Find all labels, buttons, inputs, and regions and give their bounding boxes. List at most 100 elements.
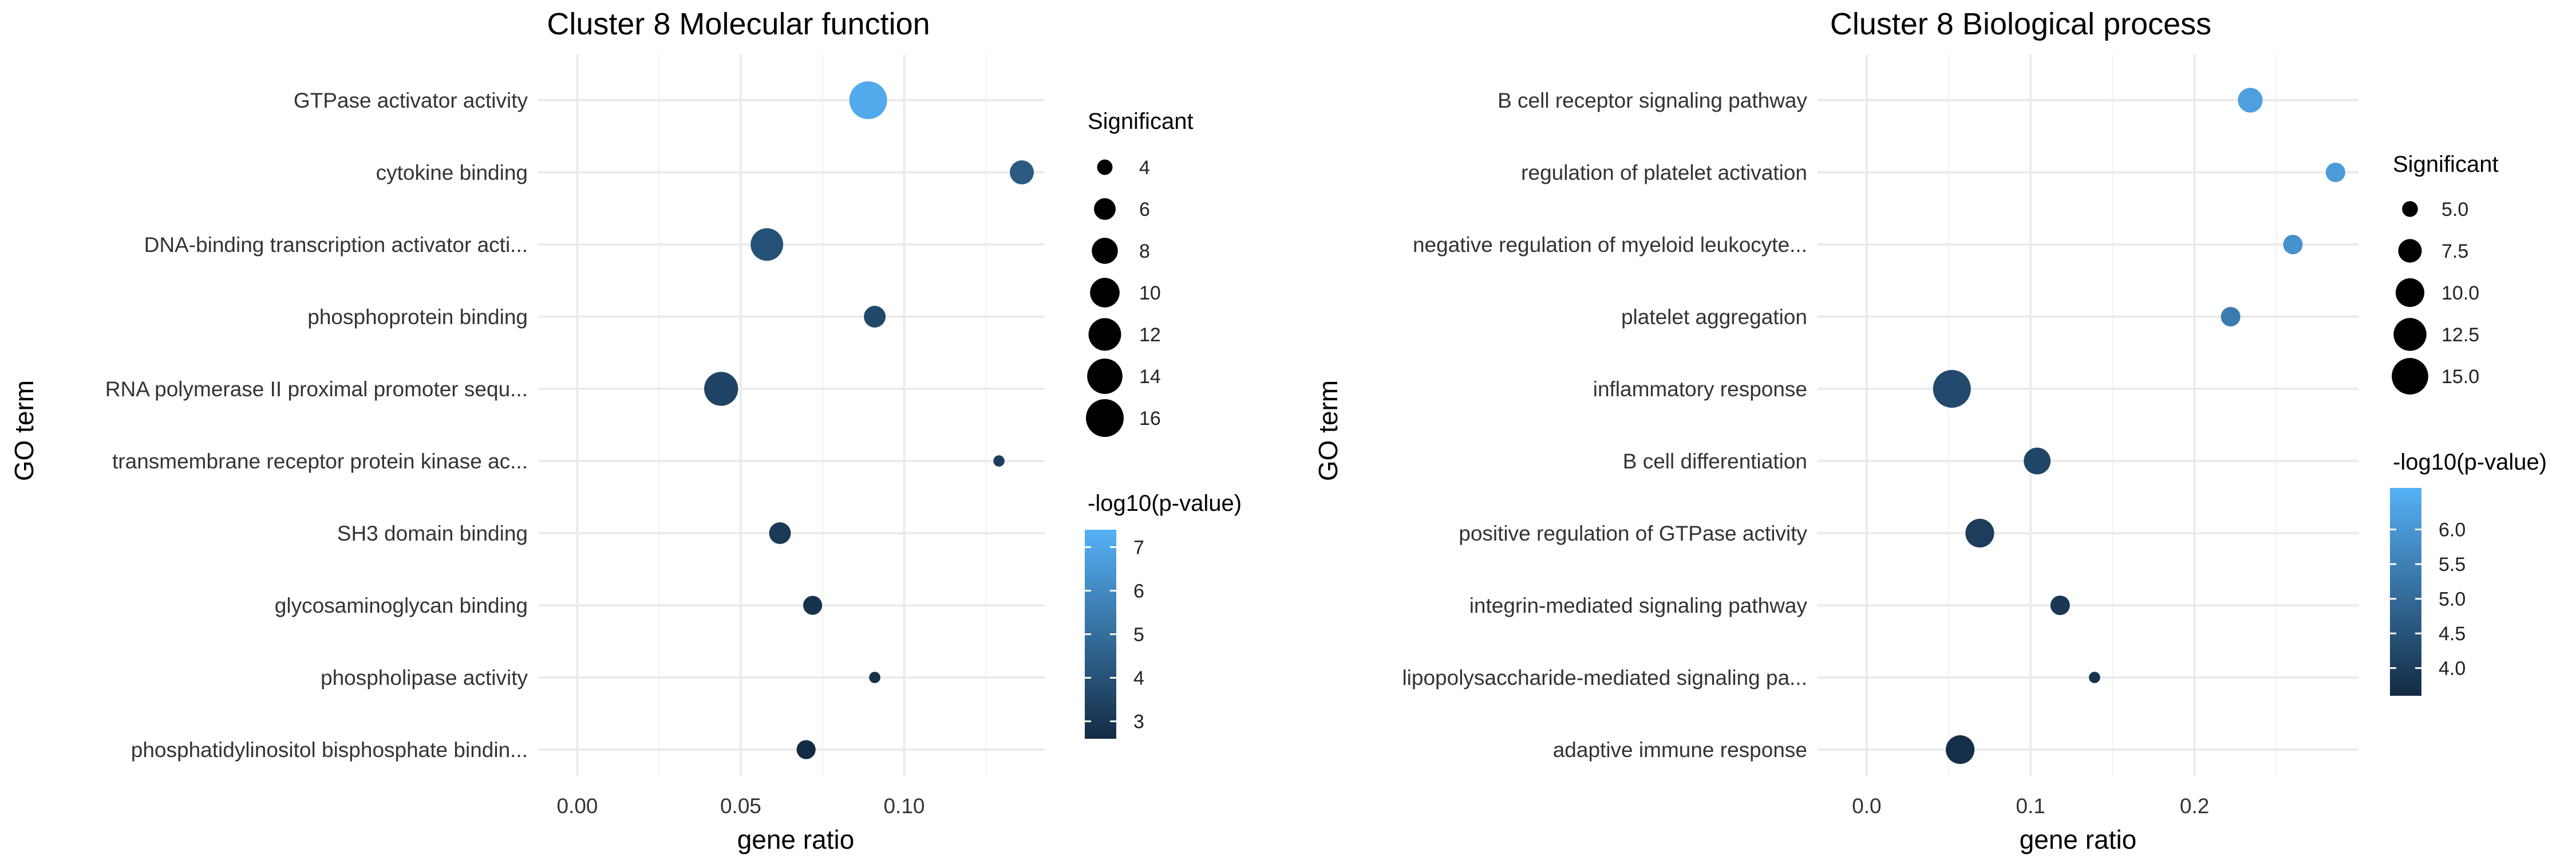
- size-legend-label: 10.0: [2441, 282, 2479, 304]
- color-legend-bar: [2390, 488, 2421, 696]
- data-points: [1933, 88, 2345, 765]
- y-tick-label: DNA-binding transcription activator acti…: [144, 233, 528, 257]
- size-legend-title: Significant: [1088, 109, 1194, 134]
- color-legend-title: -log10(p-value): [1088, 491, 1242, 516]
- size-legend-label: 5.0: [2441, 199, 2468, 220]
- x-tick-label: 0.0: [1852, 794, 1881, 818]
- y-tick-label: adaptive immune response: [1553, 738, 1807, 762]
- size-legend-label: 14: [1139, 366, 1161, 388]
- size-legend-key: [1086, 399, 1124, 437]
- size-legend-label: 4: [1139, 157, 1150, 179]
- size-legend-title: Significant: [2393, 152, 2499, 177]
- panel-biological-process: Cluster 8 Biological process gene ratio …: [1313, 7, 2547, 854]
- size-legend-label: 12.5: [2441, 324, 2479, 346]
- y-tick-label: B cell receptor signaling pathway: [1498, 89, 1807, 112]
- color-legend-label: 3: [1133, 711, 1144, 733]
- y-tick-label: SH3 domain binding: [337, 522, 528, 545]
- x-axis-title: gene ratio: [737, 825, 855, 854]
- y-tick-label: phospholipase activity: [321, 666, 528, 689]
- size-legend-key: [2393, 318, 2427, 351]
- go-term-point: [849, 81, 887, 119]
- x-tick-labels: 0.0 0.1 0.2: [1852, 794, 2209, 818]
- y-tick-label: platelet aggregation: [1621, 305, 1807, 329]
- color-legend-label: 5.0: [2439, 589, 2466, 610]
- grid: [1818, 54, 2358, 776]
- y-tick-label: inflammatory response: [1593, 377, 1807, 401]
- color-legend-label: 5.5: [2439, 554, 2466, 576]
- y-axis-title: GO term: [9, 380, 39, 481]
- color-legend-title: -log10(p-value): [2393, 450, 2547, 475]
- size-legend-label: 7.5: [2441, 241, 2468, 262]
- size-legend-label: 12: [1139, 324, 1161, 346]
- y-tick-label: regulation of platelet activation: [1521, 161, 1807, 184]
- panel-molecular-function: Cluster 8 Molecular function gene ratio …: [9, 7, 1242, 854]
- y-tick-label: lipopolysaccharide-mediated signaling pa…: [1402, 666, 1807, 689]
- size-legend-key: [2395, 278, 2425, 308]
- go-term-point: [769, 522, 791, 544]
- x-tick-label: 0.1: [2016, 794, 2045, 818]
- go-term-point: [803, 596, 823, 615]
- color-legend-label: 7: [1133, 537, 1144, 558]
- color-legend-label: 6: [1133, 580, 1144, 602]
- chart-title: Cluster 8 Molecular function: [547, 7, 930, 41]
- x-tick-label: 0.10: [883, 794, 924, 818]
- go-term-point: [2024, 447, 2051, 475]
- size-legend-key: [1090, 278, 1120, 308]
- size-legend-key: [2398, 239, 2422, 263]
- go-term-point: [993, 455, 1005, 467]
- size-legend-key: [1092, 238, 1118, 264]
- size-legend: 5.0 7.5 10.0 12.5 15.0: [2392, 199, 2479, 395]
- grid: [538, 54, 1045, 776]
- size-legend-label: 6: [1139, 199, 1150, 220]
- y-tick-label: phosphatidylinositol bisphosphate bindin…: [131, 738, 528, 762]
- go-term-point: [704, 372, 738, 406]
- color-legend-label: 6.0: [2439, 519, 2466, 541]
- y-tick-label: negative regulation of myeloid leukocyte…: [1413, 233, 1807, 257]
- size-legend-key: [1088, 318, 1121, 351]
- y-tick-labels: GTPase activator activity cytokine bindin…: [105, 89, 528, 762]
- y-tick-label: B cell differentiation: [1623, 450, 1807, 473]
- x-axis-title: gene ratio: [2020, 825, 2137, 854]
- color-legend-label: 4: [1133, 668, 1144, 689]
- go-term-point: [1965, 518, 1994, 548]
- color-legend: 4.0 4.5 5.0 5.5 6.0: [2390, 488, 2466, 696]
- size-legend-key: [2392, 358, 2428, 395]
- size-legend-label: 8: [1139, 241, 1150, 262]
- go-term-point: [2238, 88, 2263, 113]
- go-term-point: [864, 306, 886, 328]
- go-term-point: [750, 228, 784, 261]
- go-term-point: [2283, 234, 2303, 255]
- size-legend-key: [1094, 198, 1116, 220]
- size-legend-label: 15.0: [2441, 366, 2479, 388]
- y-tick-label: RNA polymerase II proximal promoter sequ…: [105, 377, 528, 401]
- x-tick-label: 0.05: [720, 794, 761, 818]
- go-term-point: [2325, 162, 2345, 183]
- color-legend-label: 5: [1133, 624, 1144, 646]
- go-term-point: [869, 672, 880, 683]
- size-legend: 4 6 8 10 12 14 16: [1086, 157, 1161, 437]
- size-legend-label: 10: [1139, 282, 1161, 304]
- go-term-point: [1010, 160, 1034, 184]
- chart-title: Cluster 8 Biological process: [1830, 7, 2211, 41]
- go-term-point: [1946, 735, 1975, 765]
- color-legend: 3 4 5 6 7: [1085, 530, 1144, 739]
- y-tick-label: positive regulation of GTPase activity: [1459, 522, 1807, 545]
- go-term-point: [2089, 672, 2100, 683]
- size-legend-label: 16: [1139, 408, 1161, 430]
- size-legend-key: [1097, 159, 1113, 175]
- y-tick-label: GTPase activator activity: [294, 89, 528, 112]
- color-legend-label: 4.5: [2439, 623, 2466, 645]
- y-tick-label: transmembrane receptor protein kinase ac…: [112, 450, 528, 473]
- color-legend-label: 4.0: [2439, 658, 2466, 680]
- y-tick-label: integrin-mediated signaling pathway: [1469, 594, 1808, 617]
- x-tick-label: 0.2: [2180, 794, 2209, 818]
- y-tick-label: cytokine binding: [376, 161, 528, 184]
- go-term-point: [2221, 306, 2241, 327]
- y-axis-title: GO term: [1313, 380, 1343, 481]
- go-term-point: [796, 740, 816, 759]
- go-term-point: [1933, 370, 1971, 408]
- size-legend-key: [1087, 358, 1123, 394]
- y-tick-label: phosphoprotein binding: [307, 305, 528, 329]
- y-tick-labels: B cell receptor signaling pathway regulat…: [1402, 89, 1807, 762]
